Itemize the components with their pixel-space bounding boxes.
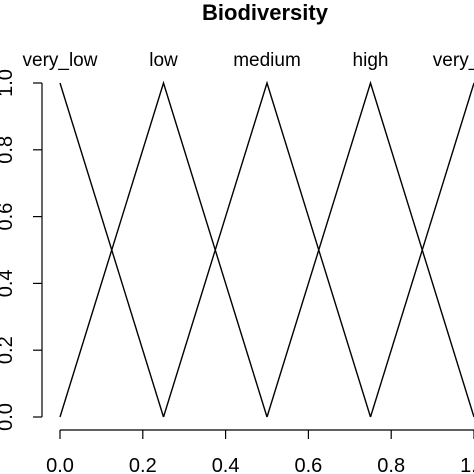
x-tick-label: 0.6 bbox=[294, 455, 322, 474]
axes: 0.0 0.2 0.4 0.6 0.8 1.0 0.0 0.2 0.4 0.6 0.8 1.0 bbox=[0, 69, 474, 474]
series-label-very-low: very_low bbox=[23, 50, 98, 71]
x-tick-label: 0.2 bbox=[129, 455, 157, 474]
x-tick-label: 1.0 bbox=[460, 455, 474, 474]
y-tick-label: 0.4 bbox=[0, 269, 17, 297]
x-tick-label: 0.0 bbox=[46, 455, 74, 474]
y-tick-label: 0.0 bbox=[0, 403, 17, 431]
x-tick-label: 0.8 bbox=[377, 455, 405, 474]
y-tick-label: 1.0 bbox=[0, 69, 17, 97]
series-line-very-high bbox=[369, 82, 474, 418]
x-tick-label: 0.4 bbox=[212, 455, 240, 474]
series-line-high bbox=[266, 80, 474, 418]
series-label-medium: medium bbox=[233, 50, 301, 71]
series-lines bbox=[59, 80, 474, 418]
series-line-medium bbox=[162, 80, 372, 418]
chart-title: Biodiversity bbox=[202, 0, 329, 25]
y-tick-label: 0.8 bbox=[0, 136, 17, 164]
y-tick-label: 0.2 bbox=[0, 336, 17, 364]
y-tick-label: 0.6 bbox=[0, 203, 17, 231]
series-labels: very_low low medium high very_high bbox=[23, 50, 474, 71]
series-label-very-high: very_high bbox=[433, 50, 474, 71]
series-label-low: low bbox=[149, 50, 178, 71]
series-label-high: high bbox=[353, 50, 389, 71]
series-line-low bbox=[59, 80, 268, 418]
